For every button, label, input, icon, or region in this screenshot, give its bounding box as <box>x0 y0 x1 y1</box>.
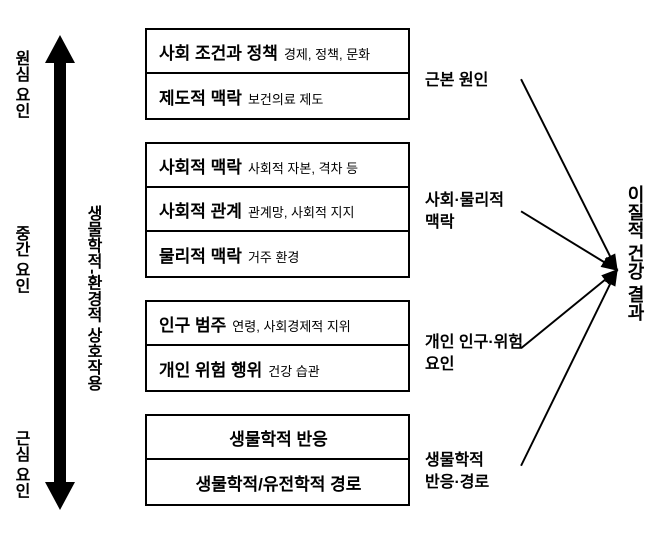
box-sub: 경제, 정책, 문화 <box>284 44 370 63</box>
interaction-axis-label: 생물학적-환경적 상호작용 <box>80 205 104 391</box>
box-sub: 연령, 사회경제적 지위 <box>232 316 350 335</box>
box-social-context: 사회적 맥락 사회적 자본, 격차 등 <box>147 144 408 188</box>
box-title: 사회적 맥락 <box>159 153 242 178</box>
cat-individual: 개인 인구·위험요인 <box>425 332 523 375</box>
box-sub: 사회적 자본, 격차 등 <box>248 158 358 177</box>
box-social-relations: 사회적 관계 관계망, 사회적 지지 <box>147 188 408 232</box>
label-proximal: 근심 요인 <box>8 430 32 498</box>
box-risk-behavior: 개인 위험 행위 건강 습관 <box>147 346 408 390</box>
box-title: 제도적 맥락 <box>159 84 242 109</box>
box-title: 생물학적/유전학적 경로 <box>196 470 362 495</box>
interaction-axis: 생물학적-환경적 상호작용 <box>45 35 120 510</box>
box-title: 인구 범주 <box>159 311 226 336</box>
double-arrow-icon <box>45 35 75 510</box>
group-social-physical: 사회적 맥락 사회적 자본, 격차 등 사회적 관계 관계망, 사회적 지지 물… <box>145 142 410 278</box>
box-sub: 거주 환경 <box>248 247 299 266</box>
box-institutional-context: 제도적 맥락 보건의료 제도 <box>147 74 408 118</box>
left-axis-labels: 원심 요인 중간 요인 근심 요인 <box>8 0 36 540</box>
box-title: 사회적 관계 <box>159 197 242 222</box>
label-middle: 중간 요인 <box>8 225 32 293</box>
box-title: 개인 위험 행위 <box>159 356 262 381</box>
group-root-causes: 사회 조건과 정책 경제, 정책, 문화 제도적 맥락 보건의료 제도 <box>145 28 410 120</box>
converging-arrows <box>515 40 625 500</box>
cat-social-physical: 사회·물리적맥락 <box>425 190 504 233</box>
box-title: 생물학적 반응 <box>229 425 328 450</box>
box-title: 사회 조건과 정책 <box>159 39 278 64</box>
box-physical-context: 물리적 맥락 거주 환경 <box>147 232 408 276</box>
box-social-conditions: 사회 조건과 정책 경제, 정책, 문화 <box>147 30 408 74</box>
group-individual: 인구 범주 연령, 사회경제적 지위 개인 위험 행위 건강 습관 <box>145 300 410 392</box>
cat-biological: 생물학적반응·경로 <box>425 450 489 493</box>
box-sub: 관계망, 사회적 지지 <box>248 202 355 221</box>
box-sub: 건강 습관 <box>268 361 319 380</box>
factor-boxes: 사회 조건과 정책 경제, 정책, 문화 제도적 맥락 보건의료 제도 사회적 … <box>145 28 410 528</box>
label-distal: 원심 요인 <box>8 50 32 118</box>
result-label: 이질적 건강 결과 <box>622 185 648 321</box>
cat-root-cause: 근본 원인 <box>425 70 488 92</box>
box-title: 물리적 맥락 <box>159 242 242 267</box>
box-sub: 보건의료 제도 <box>248 89 323 108</box>
group-biological: 생물학적 반응 생물학적/유전학적 경로 <box>145 414 410 506</box>
box-biological-pathway: 생물학적/유전학적 경로 <box>147 460 408 504</box>
box-demographic: 인구 범주 연령, 사회경제적 지위 <box>147 302 408 346</box>
box-biological-response: 생물학적 반응 <box>147 416 408 460</box>
